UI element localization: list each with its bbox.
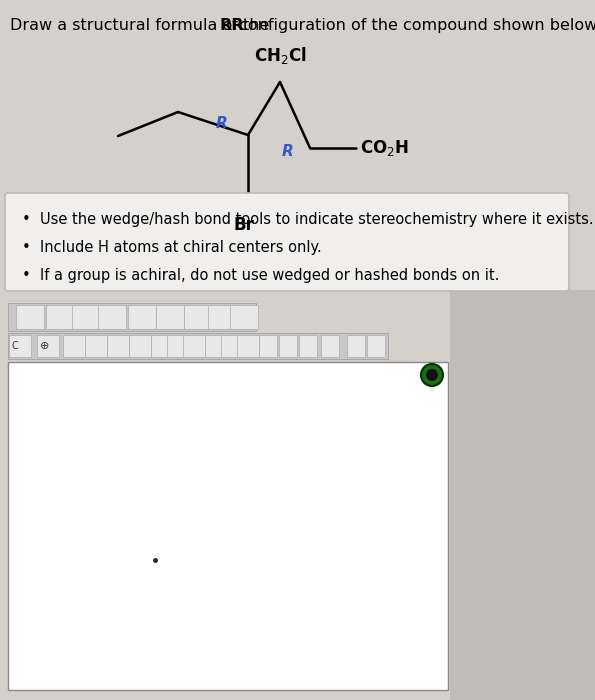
Text: •  Use the wedge/hash bond tools to indicate stereochemistry where it exists.: • Use the wedge/hash bond tools to indic… [22,212,594,227]
Bar [221,335,243,357]
Text: Draw a structural formula of the: Draw a structural formula of the [10,18,274,33]
FancyBboxPatch shape [5,193,569,291]
Bar [321,335,339,357]
Bar [8,362,448,690]
Bar [151,335,173,357]
Text: R: R [216,116,228,130]
Circle shape [421,364,443,386]
Text: •  If a group is achiral, do not use wedged or hashed bonds on it.: • If a group is achiral, do not use wedg… [22,268,499,283]
Text: CH$_2$Cl: CH$_2$Cl [253,45,306,66]
Circle shape [426,369,438,381]
Bar [8,303,256,331]
Bar [16,305,44,329]
Bar [9,335,31,357]
Bar [156,305,184,329]
Bar [167,335,189,357]
Text: Br: Br [234,216,255,234]
Bar [98,305,126,329]
Text: configuration of the compound shown below.: configuration of the compound shown belo… [234,18,595,33]
Bar [85,335,107,357]
Bar [129,335,151,357]
Bar [367,335,385,357]
Text: R: R [282,144,294,160]
Text: CO$_2$H: CO$_2$H [360,138,409,158]
Bar [205,335,227,357]
Bar [230,305,258,329]
Bar [8,333,388,359]
Bar [299,335,317,357]
Bar [37,335,59,357]
Bar [72,305,100,329]
Bar [347,335,365,357]
Bar [184,305,212,329]
Text: ⊕: ⊕ [40,341,49,351]
Bar [259,335,277,357]
Bar [183,335,205,357]
Bar [237,335,259,357]
Bar [128,305,156,329]
Bar [107,335,129,357]
Bar [208,305,236,329]
Bar [46,305,74,329]
Text: C: C [12,341,19,351]
Text: RR: RR [220,18,244,33]
Bar [63,335,85,357]
Bar [450,290,595,700]
Text: •  Include H atoms at chiral centers only.: • Include H atoms at chiral centers only… [22,240,322,255]
Bar [279,335,297,357]
